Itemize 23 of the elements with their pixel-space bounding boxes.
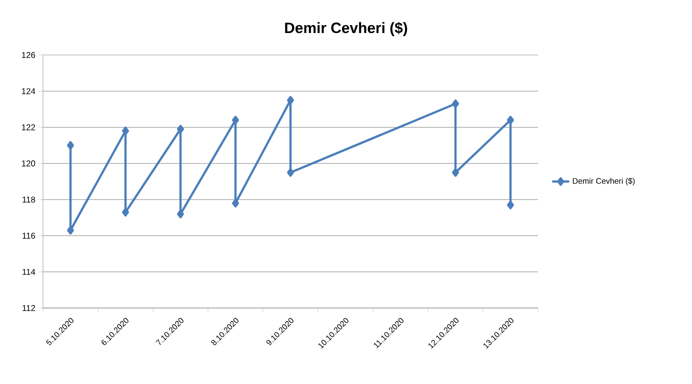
point — [67, 141, 74, 150]
y-tick-label: 124 — [22, 88, 36, 94]
point — [122, 208, 129, 217]
point — [67, 226, 74, 235]
point — [232, 116, 239, 124]
y-tick-label: 120 — [22, 160, 36, 166]
point — [287, 168, 294, 177]
y-tick-label: 116 — [22, 232, 36, 239]
y-tick-label: 118 — [22, 196, 36, 203]
y-tick-label: 114 — [22, 268, 36, 275]
point — [122, 126, 129, 136]
point — [452, 168, 459, 177]
point — [452, 99, 459, 108]
point — [506, 116, 514, 124]
point — [232, 198, 239, 208]
point — [287, 96, 294, 104]
point — [177, 124, 184, 134]
y-tick-label: 126 — [22, 52, 36, 58]
y-tick-label: 112 — [22, 305, 36, 311]
point — [177, 210, 184, 218]
y-tick-label: 122 — [22, 124, 36, 130]
point — [506, 200, 514, 210]
chart-title: Demir Cevheri ($) — [285, 22, 408, 36]
